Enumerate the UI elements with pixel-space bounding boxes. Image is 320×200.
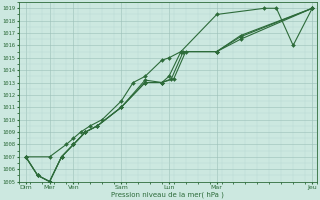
X-axis label: Pression niveau de la mer( hPa ): Pression niveau de la mer( hPa )	[111, 191, 224, 198]
